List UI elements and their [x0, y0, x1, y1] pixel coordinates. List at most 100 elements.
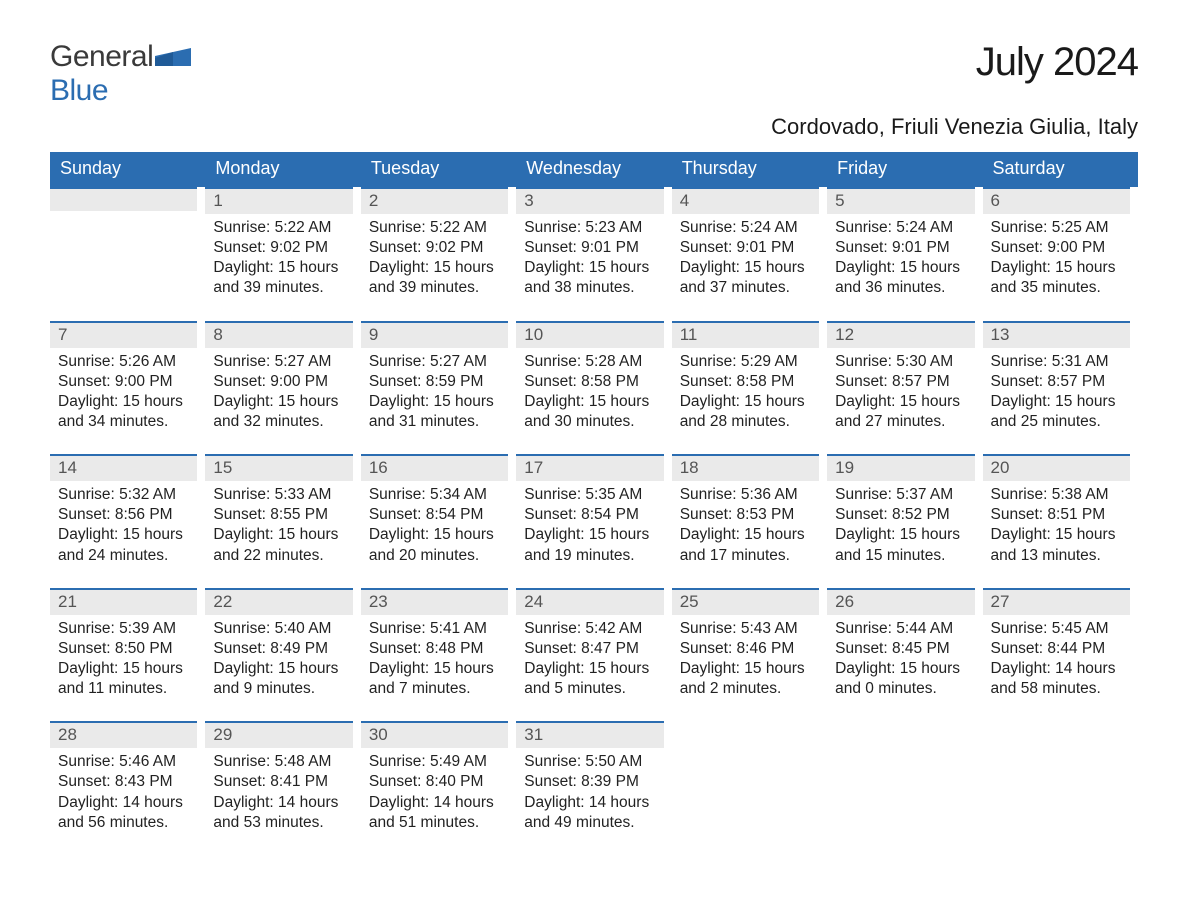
day-number: 11 — [672, 321, 819, 348]
sunset-line: Sunset: 8:56 PM — [58, 505, 189, 525]
day-details: Sunrise: 5:26 AMSunset: 9:00 PMDaylight:… — [50, 352, 197, 433]
day-number: 13 — [983, 321, 1130, 348]
sunrise-line: Sunrise: 5:40 AM — [213, 619, 344, 639]
sunrise-line: Sunrise: 5:35 AM — [524, 485, 655, 505]
sunrise-line: Sunrise: 5:48 AM — [213, 752, 344, 772]
daylight-line: Daylight: 15 hours and 5 minutes. — [524, 659, 655, 699]
day-number: 16 — [361, 454, 508, 481]
sunset-line: Sunset: 8:40 PM — [369, 772, 500, 792]
day-number: 1 — [205, 187, 352, 214]
daylight-line: Daylight: 14 hours and 58 minutes. — [991, 659, 1122, 699]
calendar-cell: 25 Sunrise: 5:43 AMSunset: 8:46 PMDayligh… — [672, 588, 827, 700]
daylight-line: Daylight: 14 hours and 49 minutes. — [524, 793, 655, 833]
day-number: 18 — [672, 454, 819, 481]
daylight-line: Daylight: 15 hours and 35 minutes. — [991, 258, 1122, 298]
day-details: Sunrise: 5:49 AMSunset: 8:40 PMDaylight:… — [361, 752, 508, 833]
sunset-line: Sunset: 8:52 PM — [835, 505, 966, 525]
sunset-line: Sunset: 8:44 PM — [991, 639, 1122, 659]
sunrise-line: Sunrise: 5:36 AM — [680, 485, 811, 505]
weekday-header: Saturday — [983, 152, 1138, 187]
day-details: Sunrise: 5:25 AMSunset: 9:00 PMDaylight:… — [983, 218, 1130, 299]
day-details: Sunrise: 5:45 AMSunset: 8:44 PMDaylight:… — [983, 619, 1130, 700]
daylight-line: Daylight: 15 hours and 0 minutes. — [835, 659, 966, 699]
daylight-line: Daylight: 15 hours and 34 minutes. — [58, 392, 189, 432]
sunset-line: Sunset: 8:58 PM — [524, 372, 655, 392]
calendar-cell: 1Sunrise: 5:22 AMSunset: 9:02 PMDaylight… — [205, 187, 360, 299]
weekday-header: Sunday — [50, 152, 205, 187]
day-details: Sunrise: 5:43 AMSunset: 8:46 PMDaylight:… — [672, 619, 819, 700]
day-number: 3 — [516, 187, 663, 214]
calendar-cell: 21Sunrise: 5:39 AMSunset: 8:50 PMDayligh… — [50, 588, 205, 700]
day-details: Sunrise: 5:22 AMSunset: 9:02 PMDaylight:… — [361, 218, 508, 299]
calendar-cell: 13Sunrise: 5:31 AMSunset: 8:57 PMDayligh… — [983, 321, 1138, 433]
empty-day — [50, 187, 197, 211]
sunset-line: Sunset: 8:49 PM — [213, 639, 344, 659]
day-details: Sunrise: 5:40 AMSunset: 8:49 PMDaylight:… — [205, 619, 352, 700]
sunrise-line: Sunrise: 5:33 AM — [213, 485, 344, 505]
title-block: July 2024 — [976, 40, 1138, 85]
calendar-week: 14Sunrise: 5:32 AMSunset: 8:56 PMDayligh… — [50, 454, 1138, 566]
day-number: 2 — [361, 187, 508, 214]
weekday-header: Thursday — [672, 152, 827, 187]
day-details: Sunrise: 5:48 AMSunset: 8:41 PMDaylight:… — [205, 752, 352, 833]
calendar-cell: 22Sunrise: 5:40 AMSunset: 8:49 PMDayligh… — [205, 588, 360, 700]
sunrise-line: Sunrise: 5:22 AM — [369, 218, 500, 238]
sunrise-line: Sunrise: 5:31 AM — [991, 352, 1122, 372]
day-number: 28 — [50, 721, 197, 748]
sunset-line: Sunset: 8:59 PM — [369, 372, 500, 392]
day-number: 9 — [361, 321, 508, 348]
day-number: 24 — [516, 588, 663, 615]
day-number: 15 — [205, 454, 352, 481]
daylight-line: Daylight: 15 hours and 13 minutes. — [991, 525, 1122, 565]
daylight-line: Daylight: 15 hours and 32 minutes. — [213, 392, 344, 432]
calendar-cell: 10Sunrise: 5:28 AMSunset: 8:58 PMDayligh… — [516, 321, 671, 433]
day-details: Sunrise: 5:29 AMSunset: 8:58 PMDaylight:… — [672, 352, 819, 433]
sunrise-line: Sunrise: 5:22 AM — [213, 218, 344, 238]
day-number: 7 — [50, 321, 197, 348]
logo-text-a: General — [50, 40, 153, 73]
calendar-cell: 20Sunrise: 5:38 AMSunset: 8:51 PMDayligh… — [983, 454, 1138, 566]
calendar: SundayMondayTuesdayWednesdayThursdayFrid… — [50, 152, 1138, 833]
sunrise-line: Sunrise: 5:29 AM — [680, 352, 811, 372]
weekday-header: Monday — [205, 152, 360, 187]
day-details: Sunrise: 5:33 AMSunset: 8:55 PMDaylight:… — [205, 485, 352, 566]
sunrise-line: Sunrise: 5:41 AM — [369, 619, 500, 639]
daylight-line: Daylight: 15 hours and 2 minutes. — [680, 659, 811, 699]
sunset-line: Sunset: 8:45 PM — [835, 639, 966, 659]
day-details: Sunrise: 5:27 AMSunset: 9:00 PMDaylight:… — [205, 352, 352, 433]
sunset-line: Sunset: 8:46 PM — [680, 639, 811, 659]
day-number: 6 — [983, 187, 1130, 214]
calendar-cell: 29 Sunrise: 5:48 AMSunset: 8:41 PMDayligh… — [205, 721, 360, 833]
calendar-week: 7 Sunrise: 5:26 AMSunset: 9:00 PMDaylight… — [50, 321, 1138, 433]
day-number: 5 — [827, 187, 974, 214]
calendar-cell: 9Sunrise: 5:27 AMSunset: 8:59 PMDaylight… — [361, 321, 516, 433]
sunrise-line: Sunrise: 5:25 AM — [991, 218, 1122, 238]
daylight-line: Daylight: 15 hours and 38 minutes. — [524, 258, 655, 298]
day-number: 23 — [361, 588, 508, 615]
calendar-cell — [983, 721, 1138, 833]
daylight-line: Daylight: 15 hours and 37 minutes. — [680, 258, 811, 298]
sunset-line: Sunset: 8:54 PM — [369, 505, 500, 525]
sunset-line: Sunset: 8:48 PM — [369, 639, 500, 659]
day-details: Sunrise: 5:23 AMSunset: 9:01 PMDaylight:… — [516, 218, 663, 299]
day-details: Sunrise: 5:30 AMSunset: 8:57 PMDaylight:… — [827, 352, 974, 433]
sunrise-line: Sunrise: 5:32 AM — [58, 485, 189, 505]
sunrise-line: Sunrise: 5:34 AM — [369, 485, 500, 505]
sunset-line: Sunset: 8:39 PM — [524, 772, 655, 792]
calendar-cell: 28Sunrise: 5:46 AMSunset: 8:43 PMDayligh… — [50, 721, 205, 833]
day-number: 25 — [672, 588, 819, 615]
day-number: 29 — [205, 721, 352, 748]
calendar-cell: 31Sunrise: 5:50 AMSunset: 8:39 PMDayligh… — [516, 721, 671, 833]
sunset-line: Sunset: 8:55 PM — [213, 505, 344, 525]
daylight-line: Daylight: 15 hours and 17 minutes. — [680, 525, 811, 565]
day-details: Sunrise: 5:24 AMSunset: 9:01 PMDaylight:… — [672, 218, 819, 299]
sunrise-line: Sunrise: 5:30 AM — [835, 352, 966, 372]
calendar-cell: 12Sunrise: 5:30 AMSunset: 8:57 PMDayligh… — [827, 321, 982, 433]
daylight-line: Daylight: 15 hours and 28 minutes. — [680, 392, 811, 432]
calendar-cell: 5Sunrise: 5:24 AMSunset: 9:01 PMDaylight… — [827, 187, 982, 299]
calendar-cell: 14Sunrise: 5:32 AMSunset: 8:56 PMDayligh… — [50, 454, 205, 566]
calendar-cell: 8Sunrise: 5:27 AMSunset: 9:00 PMDaylight… — [205, 321, 360, 433]
calendar-cell: 23Sunrise: 5:41 AMSunset: 8:48 PMDayligh… — [361, 588, 516, 700]
sunrise-line: Sunrise: 5:42 AM — [524, 619, 655, 639]
calendar-cell: 4Sunrise: 5:24 AMSunset: 9:01 PMDaylight… — [672, 187, 827, 299]
